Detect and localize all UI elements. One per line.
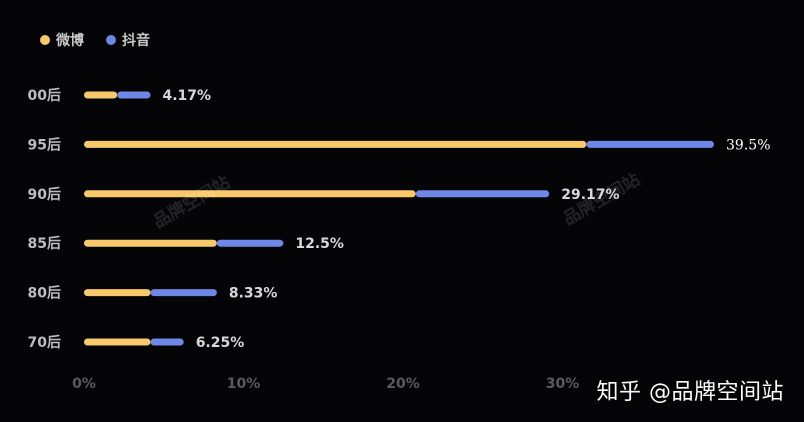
x-tick-label: 0%: [72, 376, 96, 392]
bar-segment-weibo: [84, 338, 151, 346]
data-label: 8.33%: [229, 286, 278, 302]
category-label: 85后: [28, 235, 61, 252]
category-label: 70后: [28, 334, 61, 351]
category-label: 90后: [28, 186, 61, 203]
legend: 微博 抖音: [40, 30, 150, 50]
bar-segment-douyin: [586, 140, 715, 148]
data-label: 12.5%: [295, 236, 344, 252]
legend-item-douyin[interactable]: 抖音: [106, 30, 150, 50]
bar-segment-weibo: [84, 289, 151, 297]
legend-label-weibo: 微博: [56, 33, 84, 49]
bar-segment-weibo: [84, 91, 118, 99]
category-label: 00后: [28, 87, 61, 104]
category-label: 80后: [28, 285, 61, 302]
bar-segment-douyin: [415, 190, 550, 198]
x-tick-label: 30%: [546, 376, 580, 392]
legend-dot-weibo: [40, 35, 50, 45]
credit-text: 知乎 @品牌空间站: [596, 380, 784, 405]
x-tick-label: 10%: [227, 376, 261, 392]
data-label: 39.5%: [726, 137, 770, 153]
bar-segment-weibo: [84, 190, 416, 198]
legend-dot-douyin: [106, 35, 116, 45]
data-label: 4.17%: [163, 88, 212, 104]
x-tick-label: 20%: [386, 376, 420, 392]
legend-label-douyin: 抖音: [122, 33, 150, 49]
bar-segment-douyin: [150, 289, 217, 297]
data-label: 29.17%: [561, 187, 619, 203]
bar-segment-douyin: [216, 239, 284, 247]
category-label: 95后: [28, 136, 61, 153]
bar-segment-douyin: [117, 91, 151, 99]
data-label: 6.25%: [196, 335, 245, 351]
bar-segment-douyin: [150, 338, 184, 346]
bar-segment-weibo: [84, 239, 217, 247]
bar-segment-weibo: [84, 140, 587, 148]
legend-item-weibo[interactable]: 微博: [40, 30, 84, 50]
